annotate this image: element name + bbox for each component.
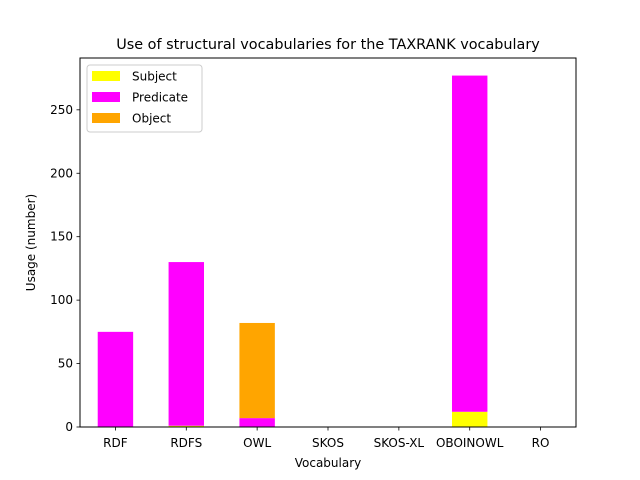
plot-area xyxy=(97,75,488,427)
legend-label-predicate: Predicate xyxy=(132,91,188,105)
y-tick-label: 150 xyxy=(50,230,73,244)
x-tick-label: OBOINOWL xyxy=(436,436,504,450)
legend-label-subject: Subject xyxy=(132,70,177,84)
bar-predicate-owl xyxy=(239,418,275,427)
bar-subject-oboinowl xyxy=(452,411,488,427)
legend-swatch-subject xyxy=(92,71,120,81)
x-axis-label: Vocabulary xyxy=(295,456,362,470)
chart-title: Use of structural vocabularies for the T… xyxy=(116,37,540,53)
y-axis-label: Usage (number) xyxy=(24,194,38,291)
bar-predicate-rdf xyxy=(97,331,134,427)
y-tick-label: 50 xyxy=(58,357,73,371)
bar-object-owl xyxy=(239,322,275,419)
y-tick-label: 100 xyxy=(50,293,73,307)
x-tick-label: RDFS xyxy=(170,436,202,450)
legend: Subject Predicate Object xyxy=(86,64,203,133)
x-tick-label: RO xyxy=(532,436,550,450)
y-tick-label: 0 xyxy=(65,420,73,434)
y-tick-label: 250 xyxy=(50,103,73,117)
x-tick-label: RDF xyxy=(103,436,128,450)
bar-predicate-oboinowl xyxy=(452,75,488,412)
x-tick-label: SKOS xyxy=(312,436,344,450)
legend-swatch-object xyxy=(92,113,120,123)
x-tick-label: SKOS-XL xyxy=(374,436,425,450)
x-axis: RDF RDFS OWL SKOS SKOS-XL OBOINOWL RO xyxy=(103,427,549,450)
legend-label-object: Object xyxy=(132,112,171,126)
y-tick-label: 200 xyxy=(50,166,73,180)
x-tick-label: OWL xyxy=(243,436,271,450)
bar-predicate-rdfs xyxy=(168,262,204,426)
legend-swatch-predicate xyxy=(92,92,120,102)
bar-subject-rdfs xyxy=(168,425,204,427)
y-axis: 0 50 100 150 200 250 xyxy=(50,103,80,434)
